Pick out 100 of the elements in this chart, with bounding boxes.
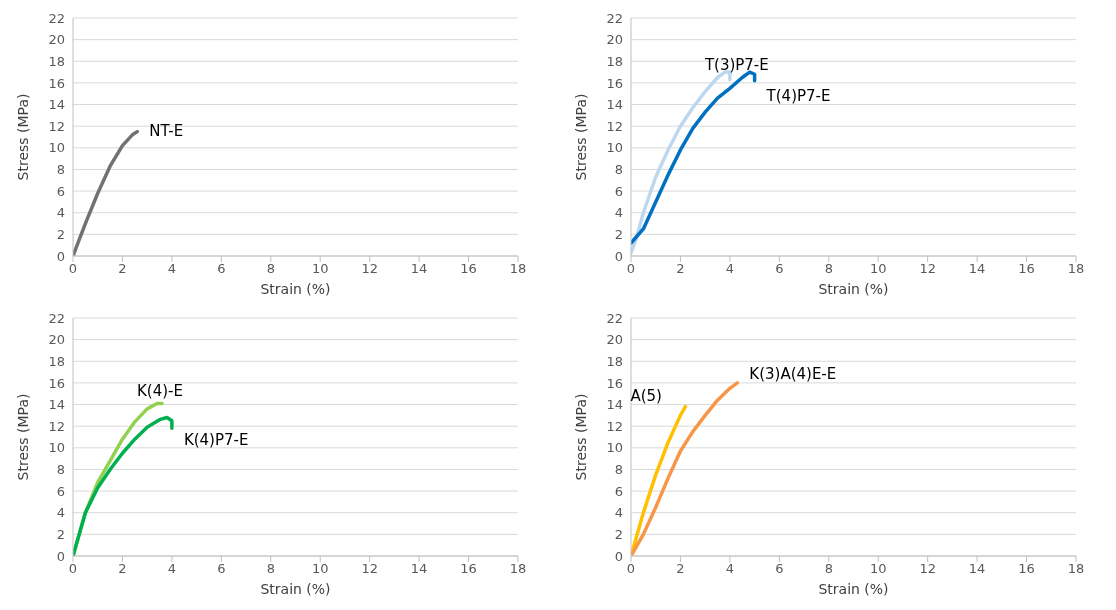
x-tick-label: 0 [68, 261, 78, 277]
y-tick-label: 6 [614, 183, 623, 199]
x-axis-title: Strain (%) [818, 581, 889, 597]
y-tick-label: 18 [606, 353, 623, 369]
x-tick-label: 18 [509, 261, 527, 277]
x-tick-label: 0 [626, 561, 636, 577]
series-label: NT-E [149, 122, 184, 141]
x-tick-label: 2 [118, 261, 127, 277]
y-tick-label: 14 [48, 97, 65, 113]
y-tick-label: 18 [48, 53, 65, 69]
y-tick-label: 14 [48, 397, 65, 413]
y-tick-label: 4 [614, 205, 623, 221]
y-tick-label: 10 [606, 440, 623, 456]
x-tick-label: 12 [919, 561, 936, 577]
y-tick-label: 20 [48, 332, 65, 348]
x-tick-label: 0 [626, 261, 636, 277]
x-tick-label: 14 [968, 561, 986, 577]
y-tick-label: 2 [614, 226, 623, 242]
y-tick-label: 16 [48, 375, 65, 391]
y-tick-label: 4 [56, 205, 65, 221]
series-label: T(3)P7-E [703, 56, 769, 75]
y-tick-label: 6 [56, 483, 65, 499]
y-tick-label: 20 [606, 332, 623, 348]
y-tick-label: 0 [614, 548, 623, 564]
y-tick-label: 22 [48, 10, 65, 26]
y-tick-label: 16 [606, 375, 623, 391]
x-tick-label: 6 [217, 261, 226, 277]
x-tick-label: 8 [266, 561, 275, 577]
x-tick-label: 18 [1067, 561, 1085, 577]
y-tick-label: 10 [48, 440, 65, 456]
x-tick-label: 10 [869, 561, 887, 577]
x-tick-label: 16 [460, 261, 477, 277]
y-axis-title: Stress (MPa) [14, 93, 31, 181]
y-tick-label: 10 [48, 140, 65, 156]
x-tick-label: 8 [824, 261, 833, 277]
series-label: K(4)P7-E [183, 430, 249, 449]
x-tick-label: 4 [725, 561, 735, 577]
y-tick-label: 10 [606, 140, 623, 156]
series-label: K(4)-E [137, 381, 183, 400]
y-axis-title: Stress (MPa) [572, 393, 589, 481]
x-tick-label: 4 [167, 561, 177, 577]
y-tick-label: 20 [48, 32, 65, 48]
x-tick-label: 2 [676, 261, 685, 277]
y-tick-label: 18 [48, 353, 65, 369]
x-tick-label: 6 [217, 561, 226, 577]
y-tick-label: 20 [606, 32, 623, 48]
y-tick-label: 18 [606, 53, 623, 69]
y-tick-label: 14 [606, 397, 623, 413]
y-axis-title: Stress (MPa) [14, 393, 31, 481]
x-tick-label: 16 [1018, 561, 1035, 577]
x-tick-label: 16 [460, 561, 477, 577]
x-tick-label: 8 [266, 261, 275, 277]
x-tick-label: 14 [968, 261, 986, 277]
line-series [73, 129, 140, 256]
y-tick-label: 12 [606, 118, 623, 134]
x-tick-label: 10 [311, 561, 329, 577]
x-tick-label: 6 [775, 261, 784, 277]
series-label: T(4)P7-E [765, 87, 831, 106]
x-tick-label: 18 [1067, 261, 1085, 277]
y-tick-label: 8 [56, 462, 65, 478]
y-tick-label: 12 [48, 418, 65, 434]
x-tick-label: 10 [311, 261, 329, 277]
x-tick-label: 8 [824, 561, 833, 577]
y-tick-label: 22 [606, 10, 623, 26]
x-tick-label: 2 [676, 561, 685, 577]
y-tick-label: 0 [614, 248, 623, 264]
x-tick-label: 2 [118, 561, 127, 577]
y-tick-label: 8 [614, 162, 623, 178]
x-tick-label: 4 [167, 261, 177, 277]
y-tick-label: 4 [614, 505, 623, 521]
x-axis-title: Strain (%) [260, 281, 331, 297]
x-tick-label: 12 [361, 261, 378, 277]
y-tick-label: 12 [48, 118, 65, 134]
y-tick-label: 2 [614, 526, 623, 542]
x-tick-label: 12 [361, 561, 378, 577]
y-tick-label: 16 [606, 75, 623, 91]
y-axis-title: Stress (MPa) [572, 93, 589, 181]
y-tick-label: 6 [614, 483, 623, 499]
y-tick-label: 2 [56, 226, 65, 242]
x-axis-title: Strain (%) [818, 281, 889, 297]
series-label: A(5) [630, 387, 662, 406]
x-axis-title: Strain (%) [260, 581, 331, 597]
y-tick-label: 0 [56, 548, 65, 564]
series-label: K(3)A(4)E-E [749, 365, 837, 384]
y-tick-label: 8 [614, 462, 623, 478]
x-tick-label: 10 [869, 261, 887, 277]
y-tick-label: 22 [606, 310, 623, 326]
y-tick-label: 16 [48, 75, 65, 91]
x-tick-label: 14 [410, 561, 428, 577]
x-tick-label: 18 [509, 561, 527, 577]
line-series [631, 381, 740, 556]
y-tick-label: 0 [56, 248, 65, 264]
y-tick-label: 4 [56, 505, 65, 521]
x-tick-label: 0 [68, 561, 78, 577]
y-tick-label: 2 [56, 526, 65, 542]
line-series [73, 415, 174, 556]
y-tick-label: 22 [48, 310, 65, 326]
x-tick-label: 16 [1018, 261, 1035, 277]
y-tick-label: 6 [56, 183, 65, 199]
x-tick-label: 14 [410, 261, 428, 277]
